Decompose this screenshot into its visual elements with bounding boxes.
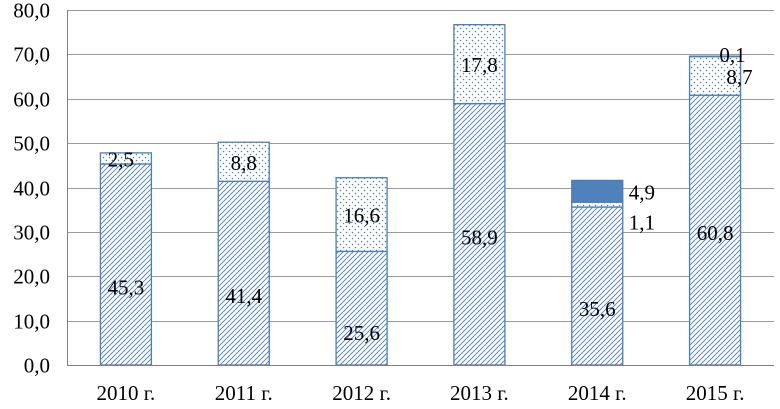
- data-label: 8,8: [231, 151, 257, 175]
- bar-segment-dots: [335, 177, 388, 253]
- y-tick-label: 0,0: [24, 354, 50, 378]
- y-tick-label: 80,0: [13, 0, 50, 23]
- y-tick-label: 40,0: [13, 177, 50, 201]
- y-tick-label: 50,0: [13, 132, 50, 156]
- y-axis-tick-labels: 0,0 10,0 20,0 30,0 40,0 50,0 60,0 70,0 80,0: [13, 0, 50, 378]
- y-tick-label: 20,0: [13, 265, 50, 289]
- data-label: 17,8: [461, 53, 498, 77]
- data-label: 45,3: [108, 275, 145, 299]
- bar-segment-hatch: [335, 250, 388, 366]
- x-category-label: 2014 г.: [568, 381, 627, 405]
- grid-lines: [67, 10, 774, 322]
- bar-segment-dots: [688, 55, 742, 96]
- data-label: 1,1: [629, 211, 655, 235]
- data-label: 2,5: [108, 147, 134, 171]
- bar-segment-dots: [99, 152, 153, 165]
- bar-segment-dots: [217, 141, 270, 182]
- bars: [99, 23, 742, 366]
- bar-segment-solid: [571, 179, 624, 203]
- x-axis-category-labels: 2010 г. 2011 г. 2012 г. 2013 г. 2014 г. 2015 …: [97, 381, 745, 405]
- bar-segment-hatch: [99, 163, 153, 366]
- bar-segment-dots: [571, 201, 624, 208]
- data-label: 4,9: [629, 180, 655, 204]
- y-tick-label: 10,0: [13, 310, 50, 334]
- y-tick-label: 60,0: [13, 88, 50, 112]
- data-label: 16,6: [343, 204, 380, 228]
- x-category-label: 2010 г.: [97, 381, 156, 405]
- data-label: 35,6: [579, 297, 616, 321]
- bar-segment-hatch: [688, 94, 742, 366]
- bar-segment-hatch: [571, 206, 624, 366]
- x-category-label: 2013 г.: [450, 381, 509, 405]
- data-label: 0,1: [719, 43, 745, 67]
- x-category-label: 2012 г.: [332, 381, 391, 405]
- bar-segment-hatch: [217, 180, 270, 366]
- data-label: 60,8: [697, 221, 734, 245]
- data-label: 41,4: [225, 284, 262, 308]
- data-labels: 45,3 2,5 41,4 8,8 25,6 16,6 58,9 17,8 35,6 1,1 4,9…: [108, 43, 753, 345]
- x-category-label: 2011 г.: [215, 381, 273, 405]
- axes: [67, 10, 774, 366]
- y-tick-label: 30,0: [13, 221, 50, 245]
- data-label: 58,9: [461, 225, 498, 249]
- data-label: 8,7: [726, 65, 752, 89]
- bar-segment-dots: [453, 23, 506, 105]
- x-category-label: 2015 г.: [686, 381, 745, 405]
- bar-segment-hatch: [453, 102, 506, 366]
- y-tick-label: 70,0: [13, 43, 50, 67]
- data-label: 25,6: [343, 321, 380, 345]
